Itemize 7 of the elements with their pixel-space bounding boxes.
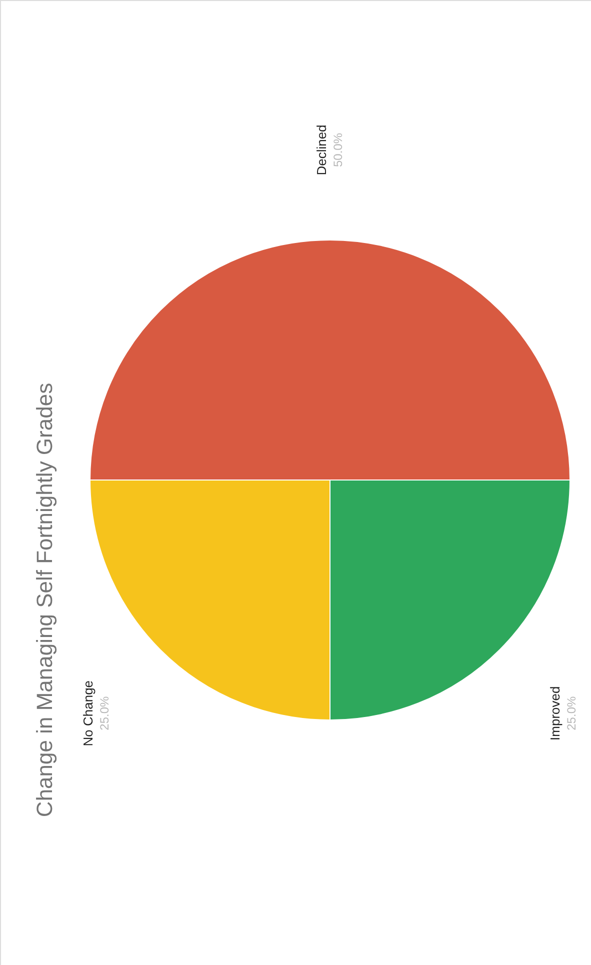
slice-label: No Change (80, 680, 96, 746)
text: Change in Managing Self Fortnightly Grades (32, 382, 57, 818)
slice-label: Declined (314, 124, 329, 176)
data-label: 50.0% (331, 132, 345, 168)
data-label: 25.0% (98, 696, 112, 730)
slice-label: Improved (547, 686, 562, 740)
data-label: 25.0% (564, 696, 578, 730)
